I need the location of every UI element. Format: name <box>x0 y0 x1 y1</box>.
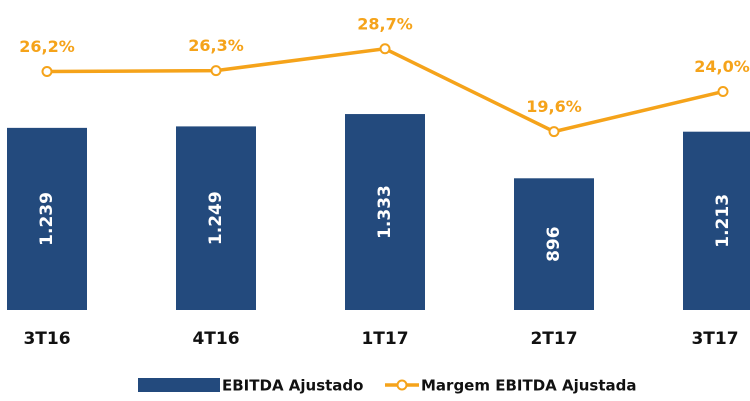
line-label: 26,3% <box>188 36 244 55</box>
line-marker <box>210 65 222 77</box>
x-tick-label: 1T17 <box>361 329 408 349</box>
line-label: 26,2% <box>19 37 75 56</box>
x-tick-label: 4T16 <box>192 329 239 349</box>
bar-label: 1.333 <box>375 185 395 239</box>
line-marker <box>41 66 53 78</box>
bar-label: 1.239 <box>37 192 57 246</box>
line-marker <box>379 43 391 55</box>
bar <box>176 126 256 310</box>
x-tick-label: 2T17 <box>530 329 577 349</box>
bar <box>7 127 87 310</box>
bar-label: 896 <box>544 226 564 261</box>
bar <box>683 131 750 310</box>
line-marker <box>548 126 560 138</box>
line-label: 24,0% <box>694 57 750 76</box>
x-tick-label: 3T16 <box>23 329 70 349</box>
bar <box>514 178 594 310</box>
legend-swatch <box>138 378 220 392</box>
bar-label: 1.213 <box>713 194 733 248</box>
line-label: 19,6% <box>526 97 582 116</box>
bar <box>345 114 425 310</box>
legend-label: Margem EBITDA Ajustada <box>421 377 637 395</box>
bar-label: 1.249 <box>206 191 226 245</box>
x-tick-label: 3T17 <box>691 329 738 349</box>
line-label: 28,7% <box>357 14 413 33</box>
line-marker <box>717 86 729 98</box>
legend-swatch <box>396 379 408 391</box>
legend-label: EBITDA Ajustado <box>222 377 363 395</box>
